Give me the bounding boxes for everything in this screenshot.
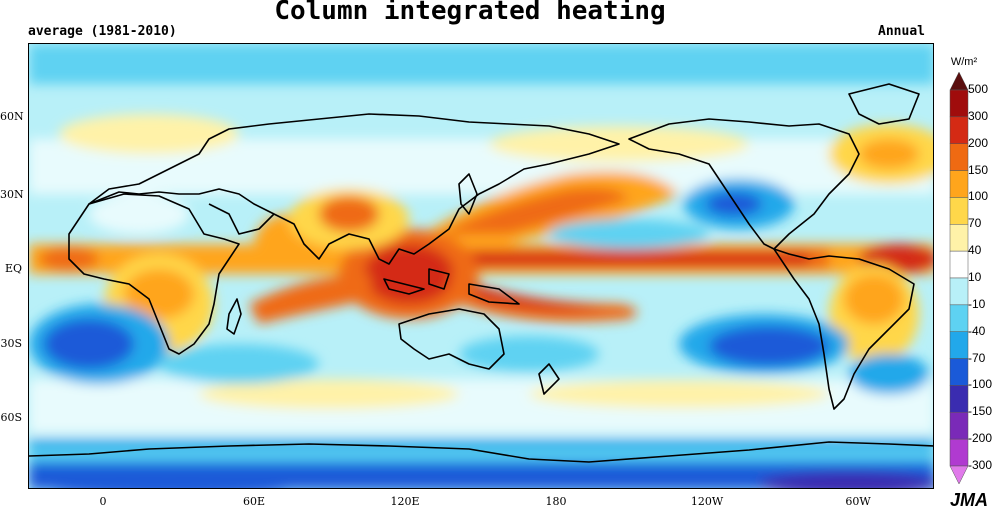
colorbar-tick-label: 40 <box>968 243 982 258</box>
colorbar-cell <box>949 89 969 118</box>
colorbar-cell <box>949 438 969 467</box>
season-label: Annual <box>878 24 925 39</box>
period-label: average (1981-2010) <box>28 24 177 39</box>
lat-label-30s: 30S <box>0 337 22 350</box>
heating-map <box>28 43 934 489</box>
lon-label-180: 180 <box>545 495 567 508</box>
colorbar-tick-label: -200 <box>968 431 993 446</box>
colorbar-tick-label: -10 <box>968 296 986 311</box>
lat-label-30n: 30N <box>0 188 24 201</box>
colorbar-tick-label: -70 <box>968 350 986 365</box>
lon-label-120e: 120E <box>390 495 420 508</box>
colorbar-cell <box>949 224 969 252</box>
colorbar-tick-label: 100 <box>968 189 989 204</box>
map-title: Column integrated heating <box>274 0 666 26</box>
lon-label-0: 0 <box>99 495 107 508</box>
colorbar-cell <box>949 358 969 386</box>
colorbar <box>949 72 969 484</box>
colorbar-tick-label: 200 <box>968 135 989 150</box>
colorbar-tick-label: 500 <box>968 82 989 96</box>
lon-label-60w: 60W <box>845 495 871 508</box>
colorbar-tick-label: -300 <box>968 458 993 472</box>
colorbar-tick-label: -100 <box>968 377 993 392</box>
colorbar-cell <box>949 412 969 440</box>
colorbar-cell <box>949 277 969 306</box>
colorbar-unit: W/m² <box>950 56 978 68</box>
lat-label-60s: 60S <box>0 411 22 424</box>
colorbar-cell <box>949 465 969 484</box>
colorbar-cell <box>949 331 969 359</box>
lon-label-60e: 60E <box>242 495 266 508</box>
colorbar-cell <box>949 197 969 225</box>
colorbar-tick-label: 300 <box>968 108 989 123</box>
colorbar-tick-label: -40 <box>968 323 986 338</box>
colorbar-cell <box>949 304 969 332</box>
colorbar-tick-label: -150 <box>968 404 993 419</box>
heating-field <box>29 44 933 488</box>
colorbar-cell <box>949 170 969 198</box>
jma-logo: JMA <box>950 490 989 510</box>
colorbar-cell <box>949 250 969 279</box>
colorbar-cell <box>949 72 969 91</box>
colorbar-cell <box>949 385 969 413</box>
lat-label-eq: EQ <box>4 262 22 275</box>
colorbar-tick-label: 70 <box>968 216 982 231</box>
colorbar-tick-label: 150 <box>968 162 989 177</box>
lat-label-60n: 60N <box>0 110 24 123</box>
colorbar-cell <box>949 143 969 171</box>
lon-label-120w: 120W <box>690 495 724 508</box>
colorbar-cell <box>949 116 969 144</box>
colorbar-tick-label: 10 <box>968 270 982 284</box>
